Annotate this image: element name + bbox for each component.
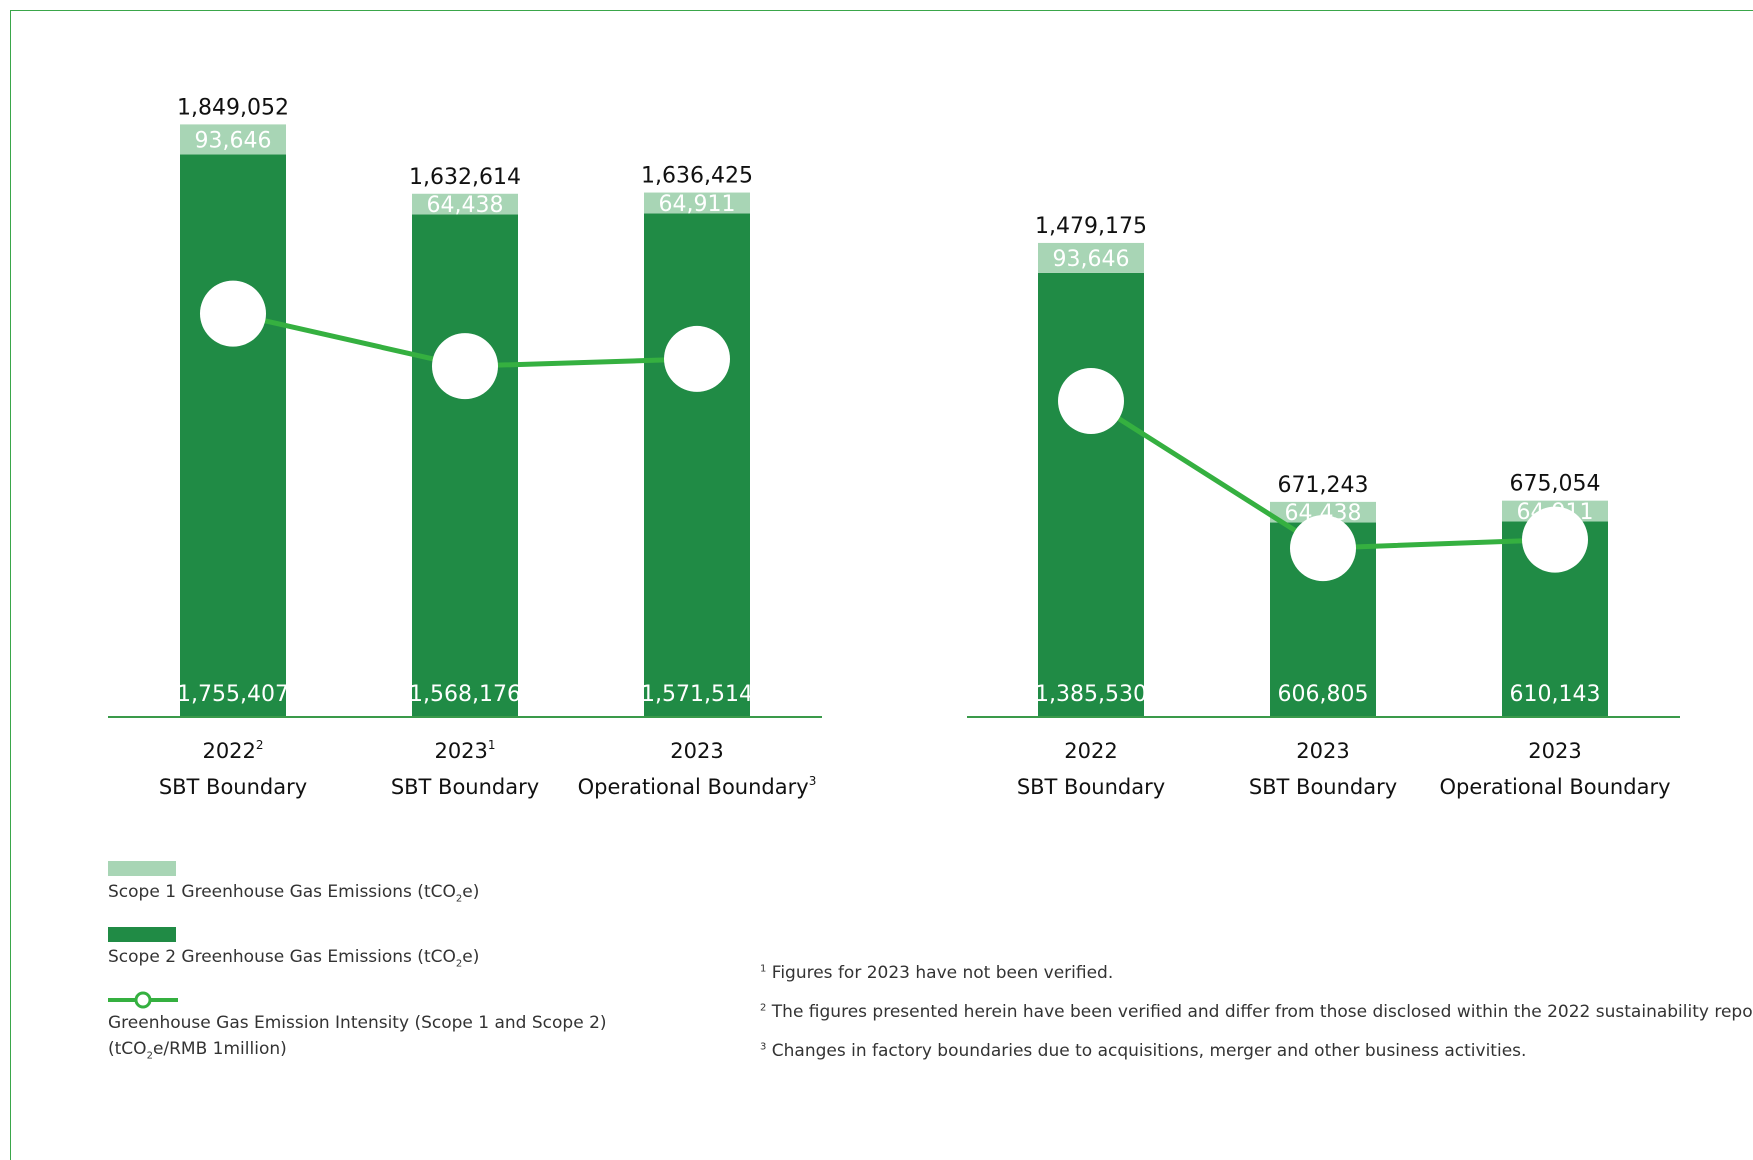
label-scope1-0-1: 64,438 xyxy=(427,193,504,218)
bar-scope1-0-0 xyxy=(180,124,286,155)
footnote-1: 1 Figures for 2023 have not been verifie… xyxy=(760,963,1114,983)
footnote-3: 3 Changes in factory boundaries due to a… xyxy=(760,1041,1527,1061)
intensity-point-0-1 xyxy=(432,333,498,400)
label-total-0-1: 1,632,614 xyxy=(409,165,521,190)
frame-top-border xyxy=(10,10,1753,11)
category-year-sup-0-0: 2 xyxy=(256,738,264,752)
intensity-point-1-2 xyxy=(1522,506,1588,573)
legend-scope2-label: Scope 2 Greenhouse Gas Emissions (tCO2e) xyxy=(108,947,480,970)
label-total-1-2: 675,054 xyxy=(1510,472,1601,497)
category-boundary-0-2: Operational Boundary3 xyxy=(578,774,817,799)
legend-intensity-label: Greenhouse Gas Emission Intensity (Scope… xyxy=(108,1013,607,1062)
bar-scope2-0-1 xyxy=(412,214,518,718)
category-year-0-0: 20222 xyxy=(202,738,263,763)
bar-scope2-1-0 xyxy=(1038,272,1144,717)
category-year-sup-0-1: 1 xyxy=(488,738,496,752)
category-year-1-2: 2023 xyxy=(1528,739,1581,763)
frame-left-border xyxy=(10,10,11,1160)
bar-scope1-0-1 xyxy=(412,193,518,215)
label-scope2-1-0: 1,385,530 xyxy=(1035,682,1147,707)
intensity-point-0-0 xyxy=(200,280,266,347)
label-scope1-0-2: 64,911 xyxy=(659,192,736,217)
legend-scope1-label: Scope 1 Greenhouse Gas Emissions (tCO2e) xyxy=(108,882,480,905)
bar-scope1-0-2 xyxy=(644,192,750,214)
label-scope2-1-2: 610,143 xyxy=(1510,682,1601,707)
category-boundary-1-1: SBT Boundary xyxy=(1249,775,1397,799)
intensity-point-1-0 xyxy=(1058,367,1124,434)
bar-scope2-0-2 xyxy=(644,213,750,717)
legend-scope2-swatch xyxy=(108,927,176,942)
bar-scope1-1-0 xyxy=(1038,242,1144,273)
intensity-point-1-1 xyxy=(1290,515,1356,582)
label-scope1-1-0: 93,646 xyxy=(1053,247,1130,272)
legend-intensity-swatch xyxy=(108,991,178,1009)
label-scope2-0-1: 1,568,176 xyxy=(409,682,521,707)
label-total-1-0: 1,479,175 xyxy=(1035,214,1147,239)
label-scope1-0-0: 93,646 xyxy=(195,128,272,153)
category-boundary-1-0: SBT Boundary xyxy=(1017,775,1165,799)
legend-scope1-swatch xyxy=(108,861,176,876)
category-boundary-1-2: Operational Boundary xyxy=(1439,775,1670,799)
label-total-0-2: 1,636,425 xyxy=(641,164,753,189)
label-total-1-1: 671,243 xyxy=(1278,473,1369,498)
bar-scope1-1-1 xyxy=(1270,501,1376,523)
bar-scope2-0-0 xyxy=(180,154,286,718)
category-boundary-0-0: SBT Boundary xyxy=(159,775,307,799)
category-year-0-1: 20231 xyxy=(434,738,495,763)
footnote-2: 2 The figures presented herein have been… xyxy=(760,1002,1753,1022)
label-scope2-0-0: 1,755,407 xyxy=(177,682,289,707)
label-total-0-0: 1,849,052 xyxy=(177,95,289,120)
category-year-1-1: 2023 xyxy=(1296,739,1349,763)
label-scope2-0-2: 1,571,514 xyxy=(641,682,753,707)
label-scope2-1-1: 606,805 xyxy=(1278,682,1369,707)
category-year-1-0: 2022 xyxy=(1064,739,1117,763)
intensity-point-0-2 xyxy=(664,325,730,392)
category-boundary-sup-0-2: 3 xyxy=(809,774,817,788)
category-year-0-2: 2023 xyxy=(670,739,723,763)
category-boundary-0-1: SBT Boundary xyxy=(391,775,539,799)
